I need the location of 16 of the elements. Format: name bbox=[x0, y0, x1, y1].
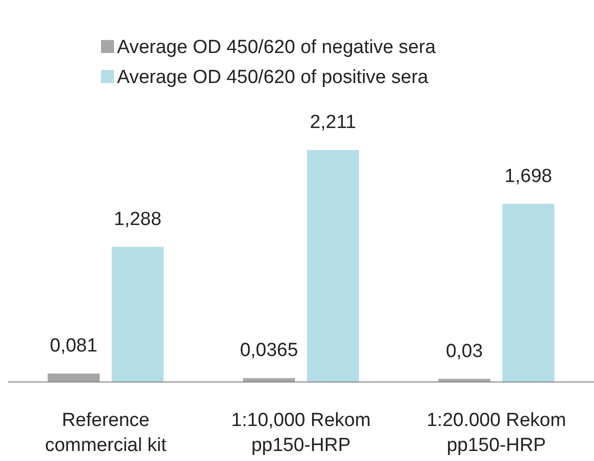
bar bbox=[502, 204, 554, 382]
data-label: 2,211 bbox=[310, 112, 356, 133]
data-label: 0,03 bbox=[446, 340, 483, 362]
data-label: 1,288 bbox=[114, 208, 162, 230]
bar bbox=[307, 150, 359, 382]
x-tick-label: Reference commercial kit bbox=[44, 410, 168, 456]
data-label: 0,081 bbox=[50, 336, 98, 356]
legend-label: Average OD 450/620 of positive sera bbox=[117, 67, 429, 88]
data-label: 1,698 bbox=[504, 166, 552, 187]
bar bbox=[112, 246, 164, 382]
data-label: 0,0365 bbox=[240, 340, 298, 362]
x-tick-label: 1:20.000 Rekom pp150-HRP bbox=[426, 410, 566, 456]
bar bbox=[48, 374, 100, 382]
legend-label: Average OD 450/620 of negative sera bbox=[117, 37, 436, 58]
x-tick-label: 1:10,000 Rekom pp150-HRP bbox=[231, 410, 371, 456]
bar bbox=[243, 378, 295, 382]
